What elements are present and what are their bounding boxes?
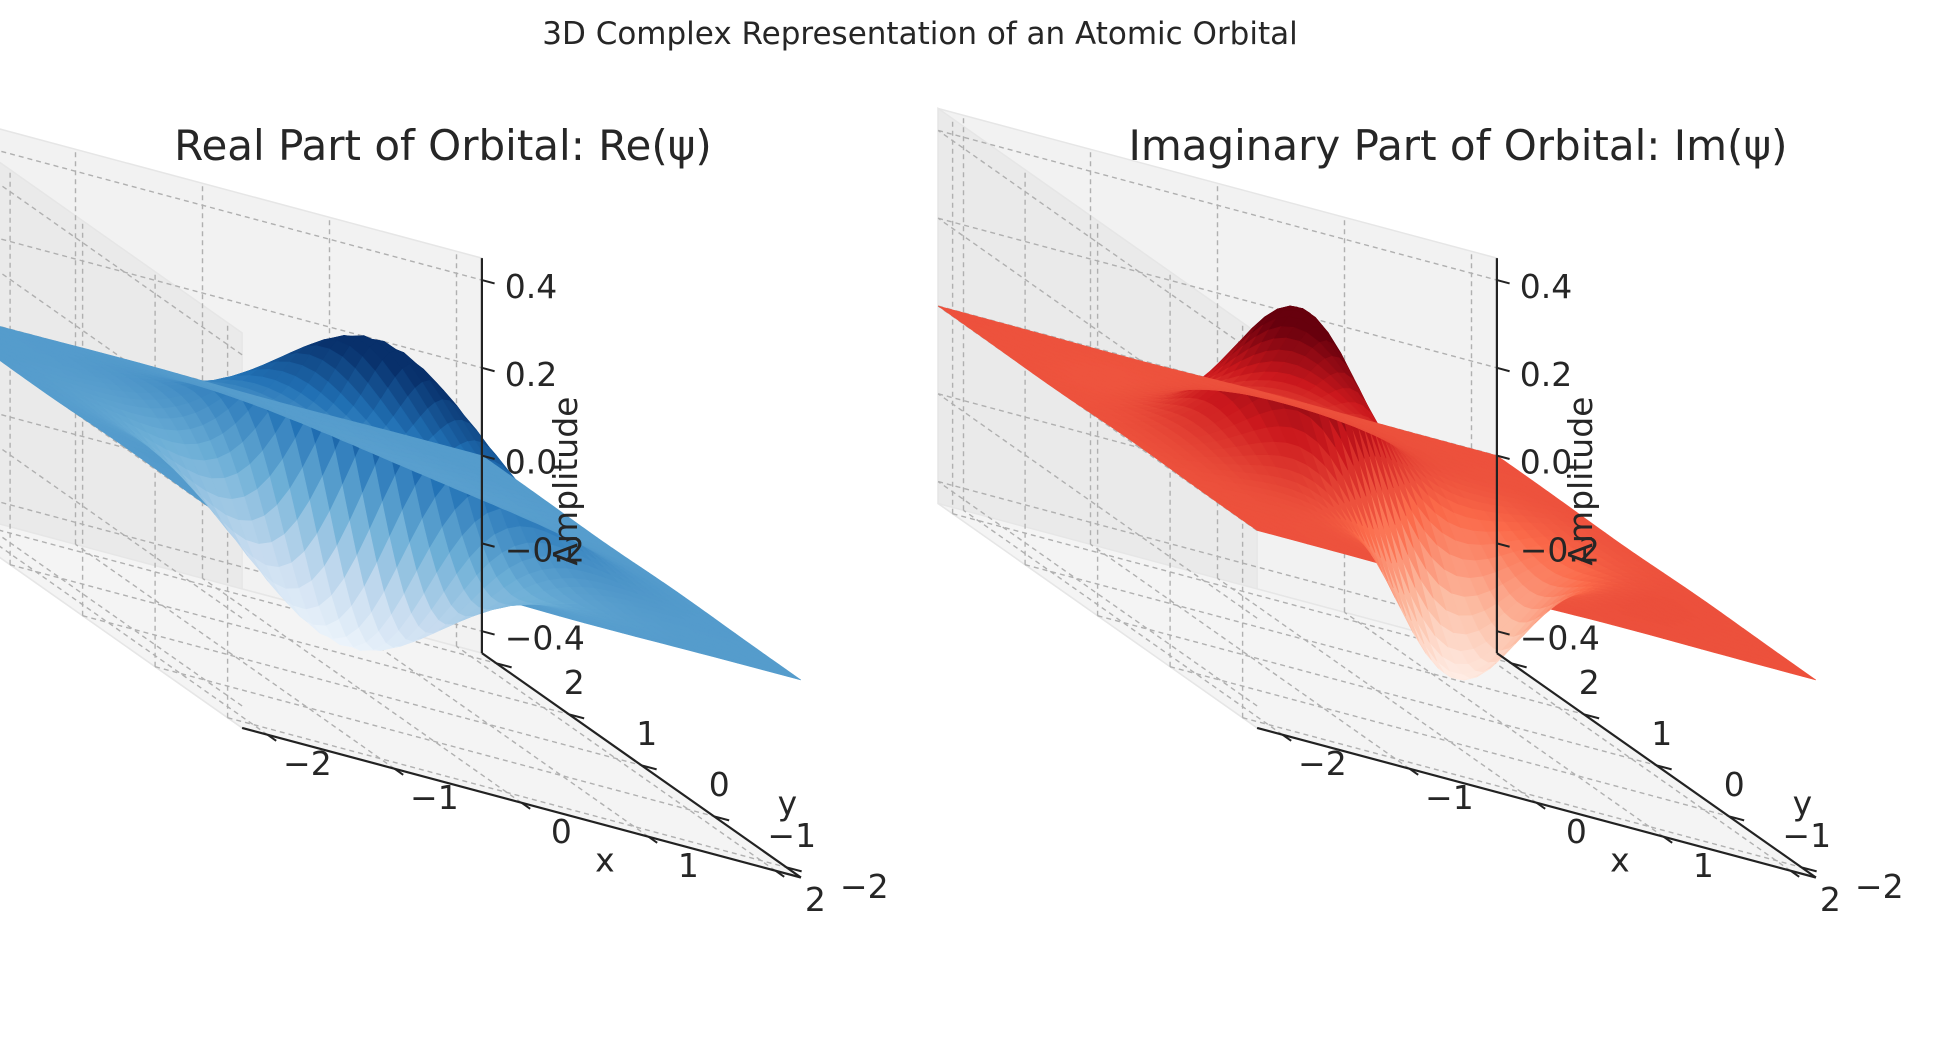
back-gridline: [937, 217, 1498, 369]
floor-gridline: [1217, 577, 1537, 804]
side-gridline: [937, 393, 1258, 619]
surface-patch: [0, 348, 7, 355]
floor-gridline: [154, 666, 715, 817]
surface-patch: [0, 354, 2, 357]
surface-patch: [0, 343, 5, 348]
z-axis-label: Amplitude: [1561, 397, 1600, 566]
surface-patch: [0, 331, 2, 334]
x-tick-mark: [647, 835, 658, 844]
floor-gridline: [963, 509, 1283, 736]
floor-gridline: [1097, 615, 1657, 766]
x-tick-label: 0: [1566, 812, 1587, 851]
z-axis-label: Amplitude: [546, 397, 585, 566]
y-tick-label: 1: [636, 714, 657, 753]
y-tick-label: −2: [1855, 867, 1904, 906]
y-tick-mark: [496, 662, 512, 669]
surface-patch: [0, 326, 7, 332]
y-tick-mark: [713, 815, 730, 822]
imaginary-part-panel: Imaginary Part of Orbital: Im(ψ)−2−2−1−1…: [937, 107, 1904, 919]
side-gridline: [937, 129, 1258, 356]
z-tick-mark: [481, 279, 495, 285]
side-gridline: [0, 447, 243, 619]
figure-title: 3D Complex Representation of an Atomic O…: [542, 16, 1298, 52]
z-tick-label: 0.2: [1520, 355, 1572, 394]
x-tick-label: 2: [1820, 880, 1841, 919]
side-gridline: [937, 480, 1258, 707]
y-tick-label: 1: [1651, 714, 1672, 753]
x-axis-label: x: [1610, 840, 1630, 879]
y-axis-label: y: [778, 783, 798, 822]
z-tick-mark: [481, 366, 495, 373]
z-tick-label: 0.0: [505, 443, 557, 482]
y-tick-label: −1: [767, 816, 816, 855]
y-tick-label: −2: [840, 867, 889, 906]
z-tick-mark: [1496, 279, 1510, 285]
x-tick-label: −2: [283, 744, 332, 783]
floor-gridline: [456, 645, 776, 872]
y-tick-mark: [641, 764, 657, 771]
side-gridline: [0, 534, 243, 707]
z-tick-label: −0.4: [505, 618, 585, 657]
y-tick-label: 0: [709, 765, 730, 804]
floor-gridline: [1024, 564, 1585, 715]
z-tick-label: −0.2: [505, 530, 585, 569]
x-tick-label: 1: [1693, 846, 1714, 885]
z-tick-label: 0.4: [1520, 267, 1572, 306]
x-tick-mark: [266, 733, 277, 742]
floor-gridline: [0, 529, 497, 664]
y-tick-label: 2: [1579, 663, 1600, 702]
z-tick-mark: [481, 630, 495, 636]
surface: [0, 326, 802, 681]
floor-gridline: [1471, 645, 1791, 872]
back-gridline: [0, 238, 483, 369]
y-tick-label: 2: [564, 663, 585, 702]
back-gridline: [937, 129, 1498, 281]
x-axis-label: x: [595, 840, 615, 879]
x-tick-mark: [520, 801, 531, 810]
floor-gridline: [0, 545, 268, 736]
floor-gridline: [1242, 717, 1802, 868]
floor-gridline: [82, 615, 642, 766]
floor-gridline: [9, 564, 570, 715]
x-tick-mark: [393, 767, 404, 776]
y-tick-mark: [568, 713, 585, 720]
x-tick-label: 2: [805, 880, 826, 919]
floor-gridline: [1344, 611, 1664, 838]
z-tick-label: 0.4: [505, 267, 557, 306]
z-tick-mark: [1496, 366, 1510, 373]
surface-patch: [0, 337, 4, 341]
x-tick-label: 1: [678, 846, 699, 885]
floor-gridline: [1169, 666, 1730, 817]
back-gridline: [937, 480, 1498, 632]
floor-gridline: [75, 543, 395, 770]
floor-gridline: [227, 717, 787, 868]
y-axis-label: y: [1793, 783, 1813, 822]
floor-gridline: [1090, 543, 1410, 770]
x-tick-label: −1: [1425, 778, 1474, 817]
y-tick-mark: [786, 866, 802, 873]
z-tick-label: −0.4: [1520, 618, 1600, 657]
x-tick-mark: [774, 869, 785, 878]
panel-title: Real Part of Orbital: Re(ψ): [174, 121, 712, 170]
panel-title: Imaginary Part of Orbital: Im(ψ): [1128, 121, 1787, 170]
x-tick-label: −2: [1298, 744, 1347, 783]
z-tick-mark: [481, 454, 495, 460]
x-tick-label: −1: [410, 778, 459, 817]
real-part-panel: Real Part of Orbital: Re(ψ) −2 −2 −1 −1 0 0 1 1 2…: [0, 121, 889, 919]
back-gridline: [0, 150, 483, 281]
y-tick-label: 0: [1724, 765, 1745, 804]
back-gridline: [0, 501, 483, 632]
side-gridline: [0, 183, 243, 356]
x-tick-label: 0: [551, 812, 572, 851]
surface: [937, 305, 1817, 681]
z-tick-label: 0.2: [505, 355, 557, 394]
z-tick-mark: [481, 542, 495, 548]
floor-gridline: [202, 577, 522, 804]
floor-gridline: [952, 513, 1512, 664]
